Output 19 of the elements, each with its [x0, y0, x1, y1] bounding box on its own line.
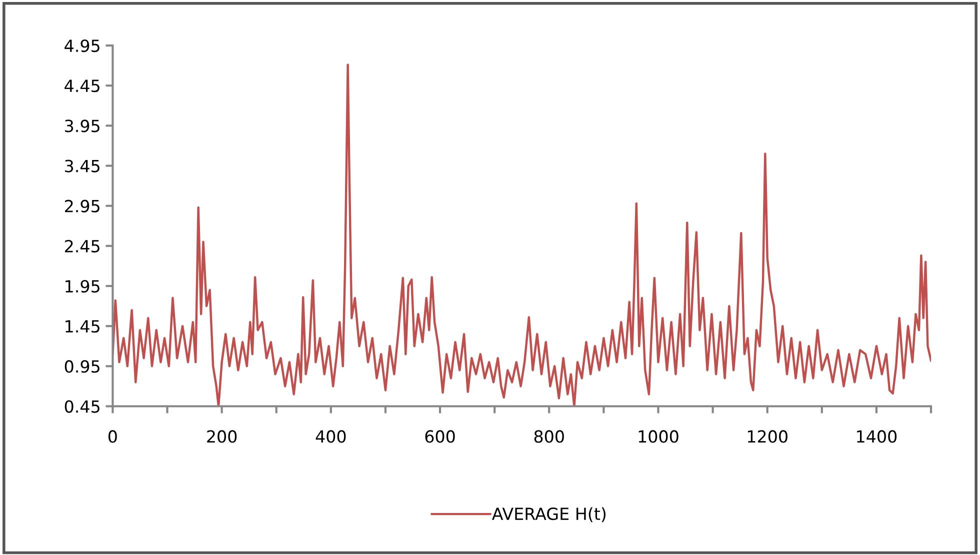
- y-tick-label: 3.45: [65, 160, 100, 172]
- x-tick-label: 800: [534, 430, 564, 443]
- y-tick-label: 1.45: [66, 320, 100, 333]
- x-tick-label: 1000: [638, 430, 678, 443]
- x-tick-label: 400: [316, 430, 346, 443]
- x-tick-label: 200: [207, 430, 237, 443]
- y-tick-label: 2.45: [65, 240, 100, 252]
- y-tick-label: 2.95: [65, 200, 100, 212]
- x-tick-label: 1200: [748, 430, 788, 443]
- x-tick-label: 600: [425, 430, 455, 443]
- legend-label: AVERAGE H(t): [492, 507, 606, 522]
- y-tick-label: 3.95: [65, 120, 100, 132]
- x-tick-label: 1400: [857, 430, 897, 443]
- y-tick-label: 4.95: [64, 39, 100, 52]
- y-tick-label: 0.95: [64, 360, 100, 373]
- y-tick-label: 0.45: [64, 400, 100, 413]
- y-tick-label: 1.95: [66, 280, 100, 293]
- x-tick-label: 0: [108, 430, 117, 443]
- y-tick-label: 4.45: [64, 80, 100, 92]
